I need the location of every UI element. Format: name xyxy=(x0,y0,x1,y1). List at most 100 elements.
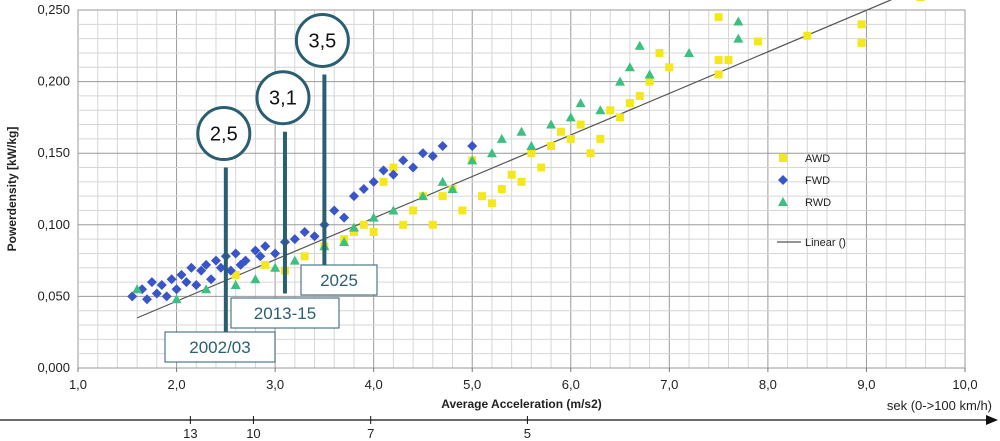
point-rwd xyxy=(132,284,143,294)
point-rwd xyxy=(575,98,586,108)
point-rwd xyxy=(289,255,300,265)
point-awd xyxy=(714,70,723,79)
legend: AWD FWD RWD Linear () xyxy=(777,153,846,249)
point-awd xyxy=(261,260,270,269)
point-rwd xyxy=(486,148,497,158)
point-fwd xyxy=(309,231,320,242)
point-rwd xyxy=(644,69,655,79)
point-fwd xyxy=(166,274,177,285)
point-fwd xyxy=(201,259,212,270)
point-awd xyxy=(409,206,418,215)
point-rwd xyxy=(526,141,537,151)
x-tick-label: 3,0 xyxy=(266,377,284,392)
point-awd xyxy=(645,77,654,86)
point-fwd xyxy=(196,265,207,276)
x-tick-label: 1,0 xyxy=(69,377,87,392)
point-fwd xyxy=(156,279,167,290)
point-rwd xyxy=(733,33,744,43)
point-rwd xyxy=(171,294,182,304)
point-awd xyxy=(606,106,615,115)
x-tick-label: 4,0 xyxy=(365,377,383,392)
point-awd xyxy=(428,220,437,229)
point-fwd xyxy=(378,165,389,176)
y-tick-label: 0,050 xyxy=(37,288,70,303)
grid xyxy=(77,9,966,369)
point-fwd xyxy=(206,274,217,285)
y-tick-label: 0,000 xyxy=(37,360,70,375)
point-awd xyxy=(566,134,575,143)
point-rwd xyxy=(447,184,458,193)
point-fwd xyxy=(176,269,187,280)
point-fwd xyxy=(186,262,197,273)
x-axis-title: Average Acceleration (m/s2) xyxy=(441,397,602,411)
point-rwd xyxy=(595,105,606,115)
y-tick-label: 0,200 xyxy=(37,74,70,89)
legend-marker-fwd xyxy=(778,175,788,185)
point-awd xyxy=(625,99,634,108)
point-fwd xyxy=(260,241,271,252)
point-rwd xyxy=(615,76,626,86)
point-fwd xyxy=(368,176,379,187)
point-awd xyxy=(478,192,487,201)
axes: 0,000 0,050 0,100 0,150 0,200 0,250 1,0 2,0 3,0 4… xyxy=(5,2,978,411)
point-fwd xyxy=(240,255,251,266)
point-awd xyxy=(487,199,496,208)
x-tick-label: 5,0 xyxy=(463,377,481,392)
x-tick-label: 7,0 xyxy=(660,377,678,392)
legend-label: RWD xyxy=(805,197,831,209)
y-tick-label: 0,250 xyxy=(37,2,70,17)
point-awd xyxy=(586,149,595,158)
x-tick-label: 2,0 xyxy=(168,377,186,392)
legend-label: Linear () xyxy=(805,237,846,249)
point-rwd xyxy=(467,155,478,165)
point-fwd xyxy=(230,248,241,259)
point-fwd xyxy=(289,234,300,245)
plot-area xyxy=(77,9,966,369)
data-points xyxy=(127,0,925,305)
point-fwd xyxy=(270,248,281,259)
point-fwd xyxy=(191,279,202,290)
point-awd xyxy=(556,127,565,136)
point-awd xyxy=(399,220,408,229)
callout-label: 3,1 xyxy=(269,88,297,110)
point-fwd xyxy=(127,291,138,302)
point-awd xyxy=(754,37,763,46)
point-rwd xyxy=(496,133,507,143)
point-fwd xyxy=(255,251,266,262)
era-box xyxy=(164,331,276,363)
point-rwd xyxy=(417,191,428,201)
point-fwd xyxy=(388,169,399,180)
point-rwd xyxy=(733,16,744,26)
point-fwd xyxy=(408,162,419,173)
y-axis-title: Powerdensity [kW/kg] xyxy=(5,127,19,252)
era-label: 2025 xyxy=(320,271,358,290)
x-tick-label: 6,0 xyxy=(562,377,580,392)
point-awd xyxy=(359,220,368,229)
point-awd xyxy=(379,177,388,186)
point-rwd xyxy=(437,176,448,186)
point-fwd xyxy=(339,212,350,223)
point-awd xyxy=(231,270,240,279)
point-awd xyxy=(300,252,309,261)
point-rwd xyxy=(684,47,695,57)
secondary-tick-label: 10 xyxy=(246,426,260,441)
era-label: 2013-15 xyxy=(254,304,316,323)
point-rwd xyxy=(516,126,527,136)
x-tick-label: 8,0 xyxy=(759,377,777,392)
point-awd xyxy=(857,38,866,47)
point-awd xyxy=(458,206,467,215)
point-awd xyxy=(497,185,506,193)
y-tick-label: 0,100 xyxy=(37,217,70,232)
point-fwd xyxy=(141,294,152,305)
point-awd xyxy=(507,170,516,179)
point-rwd xyxy=(339,236,350,246)
point-awd xyxy=(635,91,644,100)
callout-circle xyxy=(294,12,350,68)
callout-circle xyxy=(196,106,252,162)
era-box xyxy=(300,264,378,296)
y-tick-label: 0,150 xyxy=(37,145,70,160)
point-awd xyxy=(596,134,605,143)
point-rwd xyxy=(270,262,281,272)
point-rwd xyxy=(565,112,576,122)
